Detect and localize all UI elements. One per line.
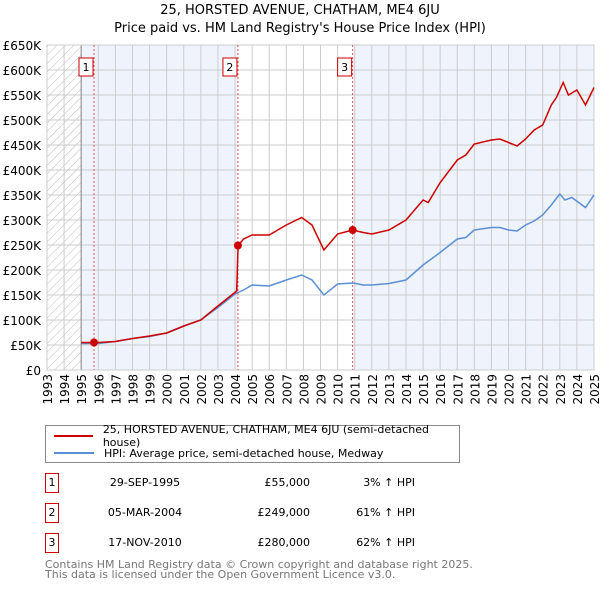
y-tick-label: £450K bbox=[3, 139, 43, 153]
sale-point bbox=[233, 241, 242, 250]
sale-label-box bbox=[78, 57, 94, 77]
x-tick-label: 2002 bbox=[195, 374, 209, 405]
legend-item-property: 25, HORSTED AVENUE, CHATHAM, ME4 6JU (se… bbox=[54, 423, 459, 449]
legend-item-hpi: HPI: Average price, semi-detached house,… bbox=[54, 445, 383, 461]
x-tick-label: 1995 bbox=[75, 374, 89, 405]
x-tick-label: 2008 bbox=[297, 374, 311, 405]
y-tick-label: £0 bbox=[26, 364, 41, 378]
x-tick-label: 1997 bbox=[109, 374, 123, 405]
y-tick-label: £600K bbox=[3, 64, 43, 78]
footer-licence: This data is licensed under the Open Gov… bbox=[45, 568, 396, 581]
sale-label: 3 bbox=[341, 61, 348, 74]
sale-date: 17-NOV-2010 bbox=[108, 536, 182, 549]
plot-border bbox=[46, 44, 595, 371]
sale-date: 29-SEP-1995 bbox=[109, 476, 181, 489]
sale-point bbox=[348, 226, 357, 234]
x-tick-label: 2000 bbox=[161, 374, 175, 405]
x-tick-label: 2003 bbox=[212, 374, 226, 405]
y-tick-label: £250K bbox=[3, 239, 43, 253]
x-tick-label: 1993 bbox=[41, 374, 55, 405]
sale-label-box bbox=[337, 57, 353, 77]
footer: Contains HM Land Registry data © Crown c… bbox=[45, 558, 473, 581]
shaded-band bbox=[352, 45, 594, 370]
x-tick-label: 2024 bbox=[571, 374, 585, 405]
x-tick-label: 2023 bbox=[554, 374, 568, 405]
sale-row: 3 17-NOV-2010 £280,000 62% ↑ HPI bbox=[45, 533, 465, 553]
x-tick-label: 2009 bbox=[315, 374, 329, 405]
x-tick-label: 2006 bbox=[263, 374, 277, 405]
x-tick-label: 2001 bbox=[178, 374, 192, 405]
chart-subtitle: Price paid vs. HM Land Registry's House … bbox=[114, 21, 486, 36]
sale-row: 2 05-MAR-2004 £249,000 61% ↑ HPI bbox=[45, 503, 465, 523]
x-tick-label: 1994 bbox=[58, 374, 72, 405]
y-tick-label: £550K bbox=[3, 89, 43, 103]
y-tick-label: £300K bbox=[3, 214, 43, 228]
y-tick-label: £650K bbox=[3, 39, 43, 53]
chart-title: 25, HORSTED AVENUE, CHATHAM, ME4 6JU bbox=[160, 3, 440, 18]
sale-marker: 1 bbox=[45, 473, 59, 493]
sale-hpi-diff: 3% ↑ HPI bbox=[363, 476, 415, 489]
x-tick-label: 2016 bbox=[434, 374, 448, 405]
sale-row: 1 29-SEP-1995 £55,000 3% ↑ HPI bbox=[45, 473, 465, 493]
y-tick-label: £350K bbox=[3, 189, 43, 203]
legend-swatch-red bbox=[54, 435, 93, 437]
sale-price: £280,000 bbox=[257, 536, 311, 549]
sale-price: £55,000 bbox=[264, 476, 311, 489]
x-tick-label: 2004 bbox=[229, 374, 243, 405]
y-tick-label: £150K bbox=[3, 289, 43, 303]
x-tick-label: 2021 bbox=[520, 374, 534, 405]
x-tick-label: 1996 bbox=[92, 374, 106, 405]
x-tick-label: 2013 bbox=[383, 374, 397, 405]
x-tick-label: 2019 bbox=[485, 374, 499, 405]
x-tick-label: 2017 bbox=[451, 374, 465, 405]
x-tick-label: 2022 bbox=[537, 374, 551, 405]
y-tick-label: £400K bbox=[3, 164, 43, 178]
x-tick-label: 2014 bbox=[400, 374, 414, 405]
footer-copyright: Contains HM Land Registry data © Crown c… bbox=[45, 558, 473, 571]
x-tick-label: 2010 bbox=[332, 374, 346, 405]
sale-marker: 2 bbox=[45, 503, 59, 523]
x-tick-label: 2015 bbox=[417, 374, 431, 405]
x-tick-label: 2012 bbox=[366, 374, 380, 405]
x-tick-label: 2018 bbox=[468, 374, 482, 405]
sale-date: 05-MAR-2004 bbox=[107, 506, 183, 519]
x-tick-label: 2007 bbox=[280, 374, 294, 405]
sale-point bbox=[90, 338, 99, 347]
x-tick-label: 2005 bbox=[246, 374, 260, 405]
legend: 25, HORSTED AVENUE, CHATHAM, ME4 6JU (se… bbox=[45, 423, 460, 463]
x-tick-label: 2020 bbox=[503, 374, 517, 405]
shaded-band bbox=[81, 45, 238, 370]
x-tick-label: 1999 bbox=[144, 374, 158, 405]
y-tick-label: £200K bbox=[3, 264, 43, 278]
sale-marker: 3 bbox=[45, 533, 59, 553]
sale-label: 2 bbox=[226, 61, 233, 74]
y-tick-label: £100K bbox=[3, 314, 43, 328]
legend-label: HPI: Average price, semi-detached house,… bbox=[104, 446, 384, 460]
sale-hpi-diff: 61% ↑ HPI bbox=[356, 506, 415, 519]
sale-label: 1 bbox=[83, 61, 90, 74]
x-tick-label: 1998 bbox=[126, 374, 140, 405]
x-tick-label: 2011 bbox=[349, 374, 363, 405]
sale-label-box bbox=[222, 57, 238, 77]
legend-swatch-blue bbox=[54, 452, 94, 454]
sale-hpi-diff: 62% ↑ HPI bbox=[356, 536, 415, 549]
plot-area: £0 £50K £100K £150K £200K £250K £300K £350K £400… bbox=[3, 39, 600, 405]
sale-price: £249,000 bbox=[257, 506, 311, 519]
y-tick-label: £500K bbox=[3, 114, 43, 128]
price-paid-line bbox=[81, 80, 595, 344]
legend-label: 25, HORSTED AVENUE, CHATHAM, ME4 6JU (se… bbox=[102, 423, 429, 449]
y-tick-label: £50K bbox=[10, 339, 42, 353]
x-tick-label: 2025 bbox=[588, 374, 600, 405]
